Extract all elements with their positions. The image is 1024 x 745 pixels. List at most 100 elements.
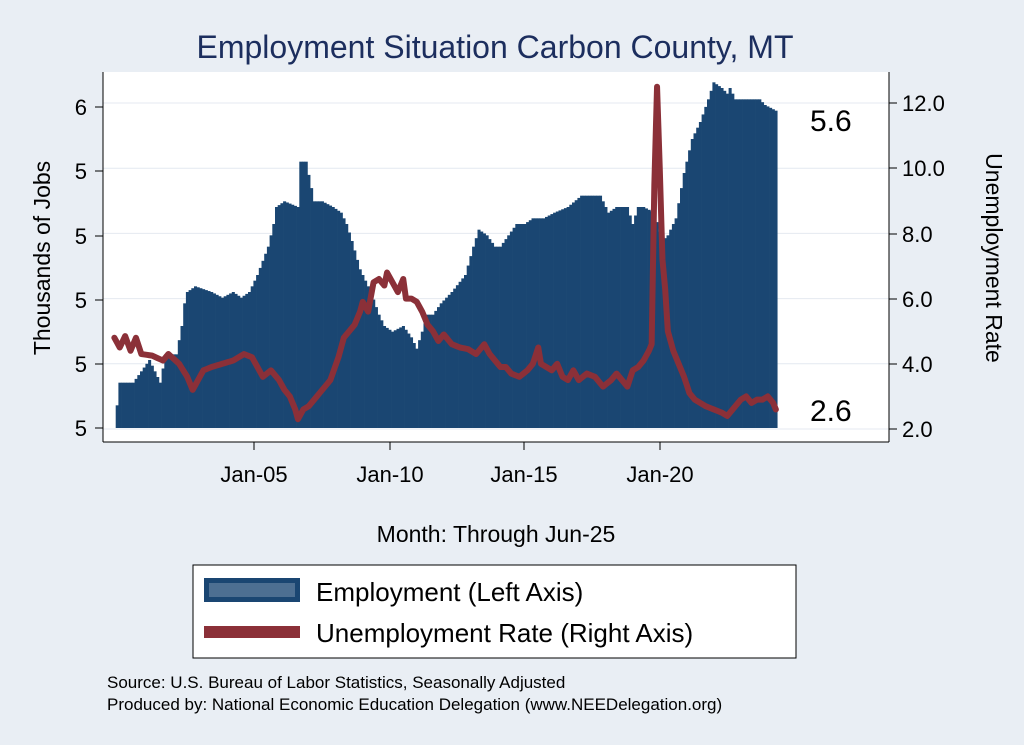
- right-tick-label: 10.0: [902, 156, 945, 181]
- chart-title: Employment Situation Carbon County, MT: [197, 29, 794, 65]
- employment-bar: [239, 297, 243, 428]
- employment-bar: [380, 320, 384, 428]
- unemployment-line: [111, 83, 779, 423]
- employment-bar: [304, 161, 308, 429]
- employment-bar: [769, 107, 773, 428]
- employment-bar: [599, 195, 603, 428]
- employment-bar: [747, 99, 751, 428]
- employment-bar: [175, 354, 179, 428]
- employment-bar: [277, 205, 281, 428]
- employment-bar: [709, 90, 713, 428]
- employment-bar: [199, 288, 203, 428]
- x-tick-label: Jan-10: [356, 462, 423, 487]
- employment-bar: [285, 202, 289, 428]
- employment-bar: [623, 207, 627, 428]
- employment-bar: [485, 235, 489, 428]
- employment-bar: [609, 210, 613, 428]
- employment-bar: [431, 314, 435, 428]
- employment-bar: [331, 207, 335, 428]
- employment-bar: [720, 88, 724, 428]
- employment-bar: [539, 218, 543, 428]
- employment-bar: [129, 382, 133, 428]
- employment-bar: [739, 99, 743, 428]
- employment-bar: [401, 326, 405, 428]
- employment-bar: [307, 174, 311, 428]
- employment-bar: [477, 229, 481, 428]
- employment-bar: [480, 231, 484, 428]
- employment-bar: [693, 133, 697, 428]
- employment-bar: [588, 195, 592, 428]
- employment-bar: [639, 207, 643, 428]
- employment-bar: [453, 288, 457, 428]
- employment-bar: [542, 218, 546, 428]
- employment-bar: [261, 260, 265, 428]
- employment-bar: [204, 290, 208, 428]
- employment-bar: [766, 106, 770, 429]
- employment-bar: [194, 286, 198, 428]
- employment-bar: [607, 212, 611, 428]
- employment-bar: [528, 220, 532, 428]
- employment-bar: [642, 207, 646, 428]
- left-axis: 6 5 5 5 5 5: [75, 95, 103, 441]
- employment-bar: [280, 203, 284, 428]
- employment-bar: [661, 241, 665, 428]
- employment-bar: [455, 285, 459, 428]
- employment-bar: [404, 329, 408, 428]
- employment-bar: [377, 314, 381, 428]
- employment-bar: [698, 122, 702, 428]
- employment-bar: [774, 110, 778, 429]
- employment-bar: [442, 300, 446, 428]
- right-tick-label: 8.0: [902, 222, 933, 247]
- employment-bar: [410, 337, 414, 428]
- employment-bar: [590, 195, 594, 428]
- employment-bar: [185, 292, 189, 428]
- left-tick-label: 5: [75, 352, 87, 377]
- employment-bar: [245, 293, 249, 428]
- employment-bar: [534, 218, 538, 428]
- employment-bar: [469, 256, 473, 428]
- employment-bar: [142, 367, 146, 428]
- employment-bar: [258, 267, 262, 428]
- employment-bar: [491, 242, 495, 428]
- employment-bar: [337, 210, 341, 428]
- employment-bar: [725, 93, 729, 429]
- employment-bar: [374, 307, 378, 428]
- employment-bar: [426, 314, 430, 428]
- employment-bar: [169, 354, 173, 428]
- employment-bar: [334, 208, 338, 428]
- employment-bar: [604, 207, 608, 428]
- employment-bar: [574, 200, 578, 428]
- right-axis: 12.0 10.0 8.0 6.0 4.0 2.0: [889, 91, 945, 442]
- employment-bar: [472, 246, 476, 428]
- employment-bar: [612, 208, 616, 428]
- employment-bar: [736, 99, 740, 428]
- employment-bar: [312, 201, 316, 428]
- employment-bar: [620, 207, 624, 428]
- x-axis: Jan-05 Jan-10 Jan-15 Jan-20: [220, 442, 694, 487]
- employment-bar: [596, 195, 600, 428]
- employment-bar: [763, 105, 767, 428]
- employment-bar: [434, 310, 438, 428]
- employment-bar: [291, 204, 295, 428]
- employment-bar: [728, 88, 732, 428]
- employment-bar: [715, 84, 719, 428]
- x-tick-label: Jan-05: [220, 462, 287, 487]
- employment-bar: [361, 275, 365, 428]
- y-left-axis-title: Thousands of Jobs: [29, 161, 55, 355]
- employment-bar: [644, 208, 648, 428]
- right-tick-label: 12.0: [902, 91, 945, 116]
- employment-bar: [682, 173, 686, 428]
- employment-bar: [412, 343, 416, 428]
- right-tick-label: 6.0: [902, 287, 933, 312]
- employment-bar: [126, 382, 130, 428]
- employment-bar: [212, 293, 216, 428]
- left-tick-label: 6: [75, 95, 87, 120]
- employment-bar: [461, 278, 465, 428]
- employment-bar: [177, 340, 181, 428]
- employment-bar: [547, 215, 551, 428]
- x-tick-label: Jan-20: [626, 462, 693, 487]
- employment-bar: [655, 222, 659, 428]
- employment-bar: [615, 207, 619, 428]
- unemployment-end-label: 2.6: [810, 395, 852, 428]
